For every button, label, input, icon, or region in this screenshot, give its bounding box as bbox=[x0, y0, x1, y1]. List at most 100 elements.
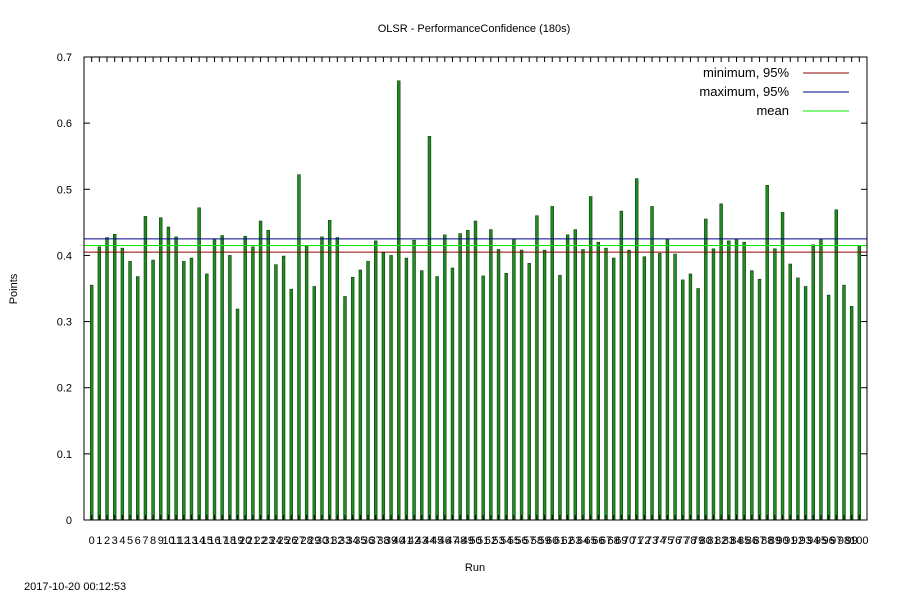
x-tick-label: 55 bbox=[508, 535, 520, 547]
x-axis-label: Run bbox=[465, 562, 485, 574]
x-tick-label: 80 bbox=[700, 535, 712, 547]
x-tick-label: 91 bbox=[784, 535, 796, 547]
x-tick-label: 15 bbox=[201, 535, 213, 547]
x-tick-label: 63 bbox=[569, 535, 581, 547]
bar bbox=[611, 257, 616, 521]
x-tick-label: 29 bbox=[308, 535, 320, 547]
x-tick-label: 1 bbox=[96, 535, 102, 547]
bar bbox=[658, 253, 662, 521]
x-tick-label: 83 bbox=[723, 535, 735, 547]
x-tick-label: 45 bbox=[431, 535, 443, 547]
x-tick-label: 33 bbox=[339, 535, 351, 547]
legend-label: mean bbox=[756, 103, 789, 118]
x-tick-label: 3 bbox=[112, 535, 118, 547]
x-tick-label: 73 bbox=[646, 535, 658, 547]
x-tick-label: 75 bbox=[661, 535, 673, 547]
x-tick-label: 12 bbox=[178, 535, 190, 547]
x-tick-label: 32 bbox=[331, 535, 343, 547]
bar bbox=[105, 237, 109, 521]
bar bbox=[358, 269, 363, 521]
x-tick-label: 97 bbox=[830, 535, 842, 547]
x-tick-label: 85 bbox=[738, 535, 750, 547]
bar bbox=[266, 229, 270, 521]
axes-group: 00.10.20.30.40.50.60.70 1 2 3 4 5 6 7 8 910111213… bbox=[57, 52, 869, 547]
bar bbox=[757, 278, 762, 521]
x-tick-label: 89 bbox=[769, 535, 781, 547]
x-tick-label: 71 bbox=[631, 535, 643, 547]
x-tick-label: 74 bbox=[654, 535, 666, 547]
bar bbox=[604, 247, 608, 521]
bar bbox=[535, 215, 539, 521]
x-tick-label: 100 bbox=[850, 535, 868, 547]
x-tick-label: 51 bbox=[477, 535, 489, 547]
x-tick-label: 82 bbox=[715, 535, 727, 547]
x-tick-label: 90 bbox=[776, 535, 788, 547]
bar bbox=[481, 275, 485, 521]
bar bbox=[258, 220, 263, 521]
x-tick-label: 61 bbox=[554, 535, 566, 547]
x-tick-label: 2 bbox=[104, 535, 110, 547]
bar bbox=[527, 263, 531, 521]
bar bbox=[642, 256, 647, 521]
x-tick-label: 26 bbox=[285, 535, 297, 547]
bar bbox=[389, 255, 393, 521]
bar bbox=[565, 234, 570, 521]
bar bbox=[304, 245, 309, 521]
x-tick-label: 68 bbox=[608, 535, 620, 547]
bar bbox=[473, 220, 478, 521]
x-tick-label: 25 bbox=[277, 535, 289, 547]
bar bbox=[151, 259, 155, 521]
bar bbox=[289, 288, 293, 521]
bar bbox=[166, 226, 171, 521]
x-tick-label: 81 bbox=[707, 535, 719, 547]
x-tick-label: 50 bbox=[469, 535, 481, 547]
bar bbox=[235, 308, 240, 521]
bar bbox=[519, 249, 524, 521]
x-tick-label: 84 bbox=[730, 535, 742, 547]
x-tick-label: 57 bbox=[523, 535, 535, 547]
x-tick-label: 87 bbox=[753, 535, 765, 547]
x-tick-label: 65 bbox=[585, 535, 597, 547]
x-tick-label: 27 bbox=[293, 535, 305, 547]
bar bbox=[97, 246, 102, 521]
bar bbox=[113, 233, 117, 521]
x-tick-label: 24 bbox=[270, 535, 282, 547]
bar bbox=[335, 237, 340, 521]
reference-lines-group bbox=[84, 238, 867, 253]
bar bbox=[297, 174, 301, 521]
bar bbox=[120, 247, 125, 521]
x-tick-label: 49 bbox=[462, 535, 474, 547]
bar bbox=[704, 218, 708, 521]
bar bbox=[189, 257, 194, 521]
x-tick-label: 39 bbox=[385, 535, 397, 547]
x-tick-label: 60 bbox=[546, 535, 558, 547]
bar bbox=[489, 229, 493, 521]
y-tick-label: 0.3 bbox=[57, 317, 72, 329]
x-tick-label: 93 bbox=[799, 535, 811, 547]
x-tick-label: 88 bbox=[761, 535, 773, 547]
x-tick-label: 46 bbox=[439, 535, 451, 547]
legend-label: minimum, 95% bbox=[703, 65, 789, 80]
bar bbox=[780, 212, 785, 521]
x-tick-label: 14 bbox=[193, 535, 205, 547]
x-tick-label: 69 bbox=[615, 535, 627, 547]
bar bbox=[274, 264, 278, 521]
bar bbox=[89, 284, 94, 521]
bar bbox=[796, 277, 800, 521]
x-tick-label: 7 bbox=[142, 535, 148, 547]
bar bbox=[420, 270, 424, 521]
bar bbox=[673, 253, 677, 521]
x-tick-label: 9 bbox=[158, 535, 164, 547]
bar bbox=[742, 241, 746, 521]
y-tick-label: 0.6 bbox=[57, 118, 72, 130]
x-tick-label: 10 bbox=[162, 535, 174, 547]
bar bbox=[826, 294, 831, 521]
bar bbox=[650, 206, 654, 521]
y-tick-label: 0.2 bbox=[57, 383, 72, 395]
x-tick-label: 48 bbox=[454, 535, 466, 547]
bar bbox=[143, 216, 148, 521]
x-tick-label: 40 bbox=[393, 535, 405, 547]
bar bbox=[512, 239, 516, 521]
legend: minimum, 95% maximum, 95% mean bbox=[699, 65, 849, 118]
